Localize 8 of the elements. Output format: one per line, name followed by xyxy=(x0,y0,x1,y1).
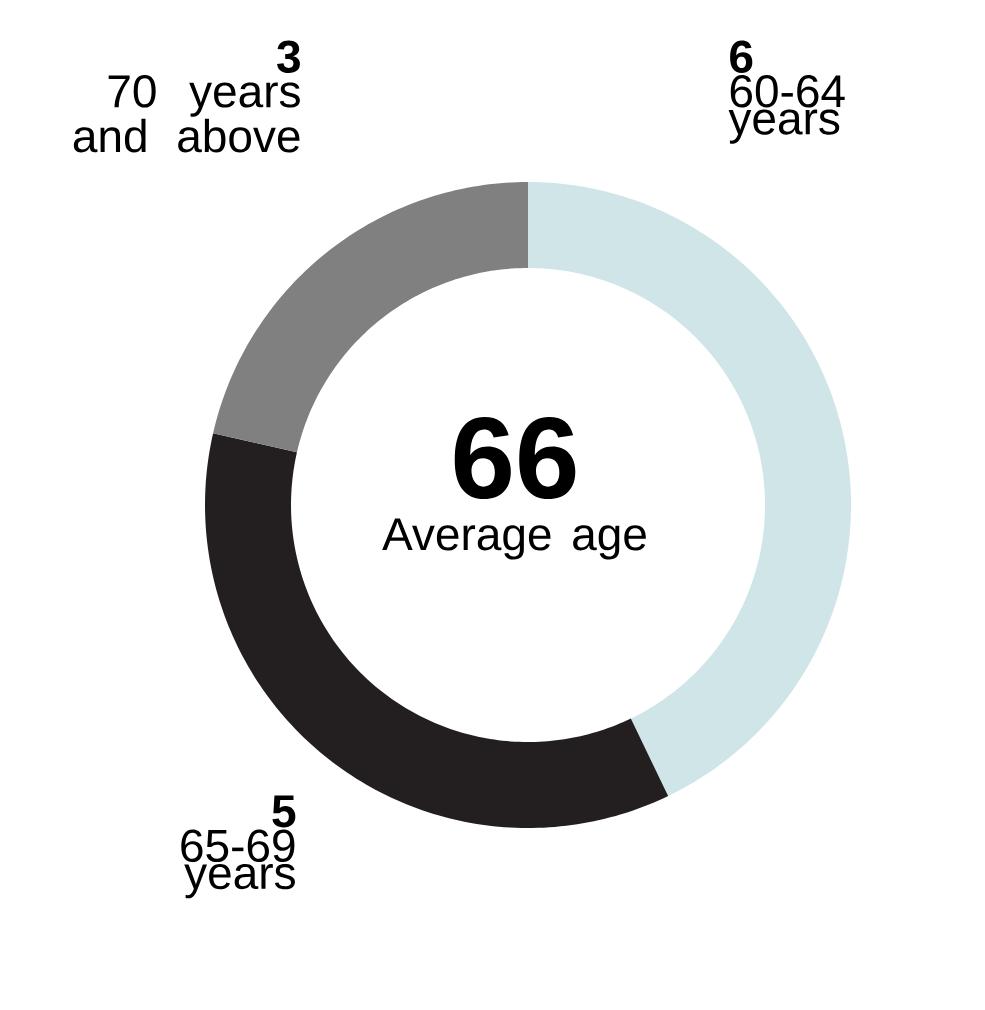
text: Average age xyxy=(382,518,646,560)
data-label: 6 xyxy=(730,40,753,73)
data-label: 5 xyxy=(272,795,296,828)
text: 66 xyxy=(454,416,576,500)
slice-label: 70 years and above xyxy=(73,75,300,153)
slice-label: 65-69 years xyxy=(181,829,295,899)
data-label: 3 xyxy=(277,40,300,74)
slice-label: 60-64 years xyxy=(728,74,845,144)
